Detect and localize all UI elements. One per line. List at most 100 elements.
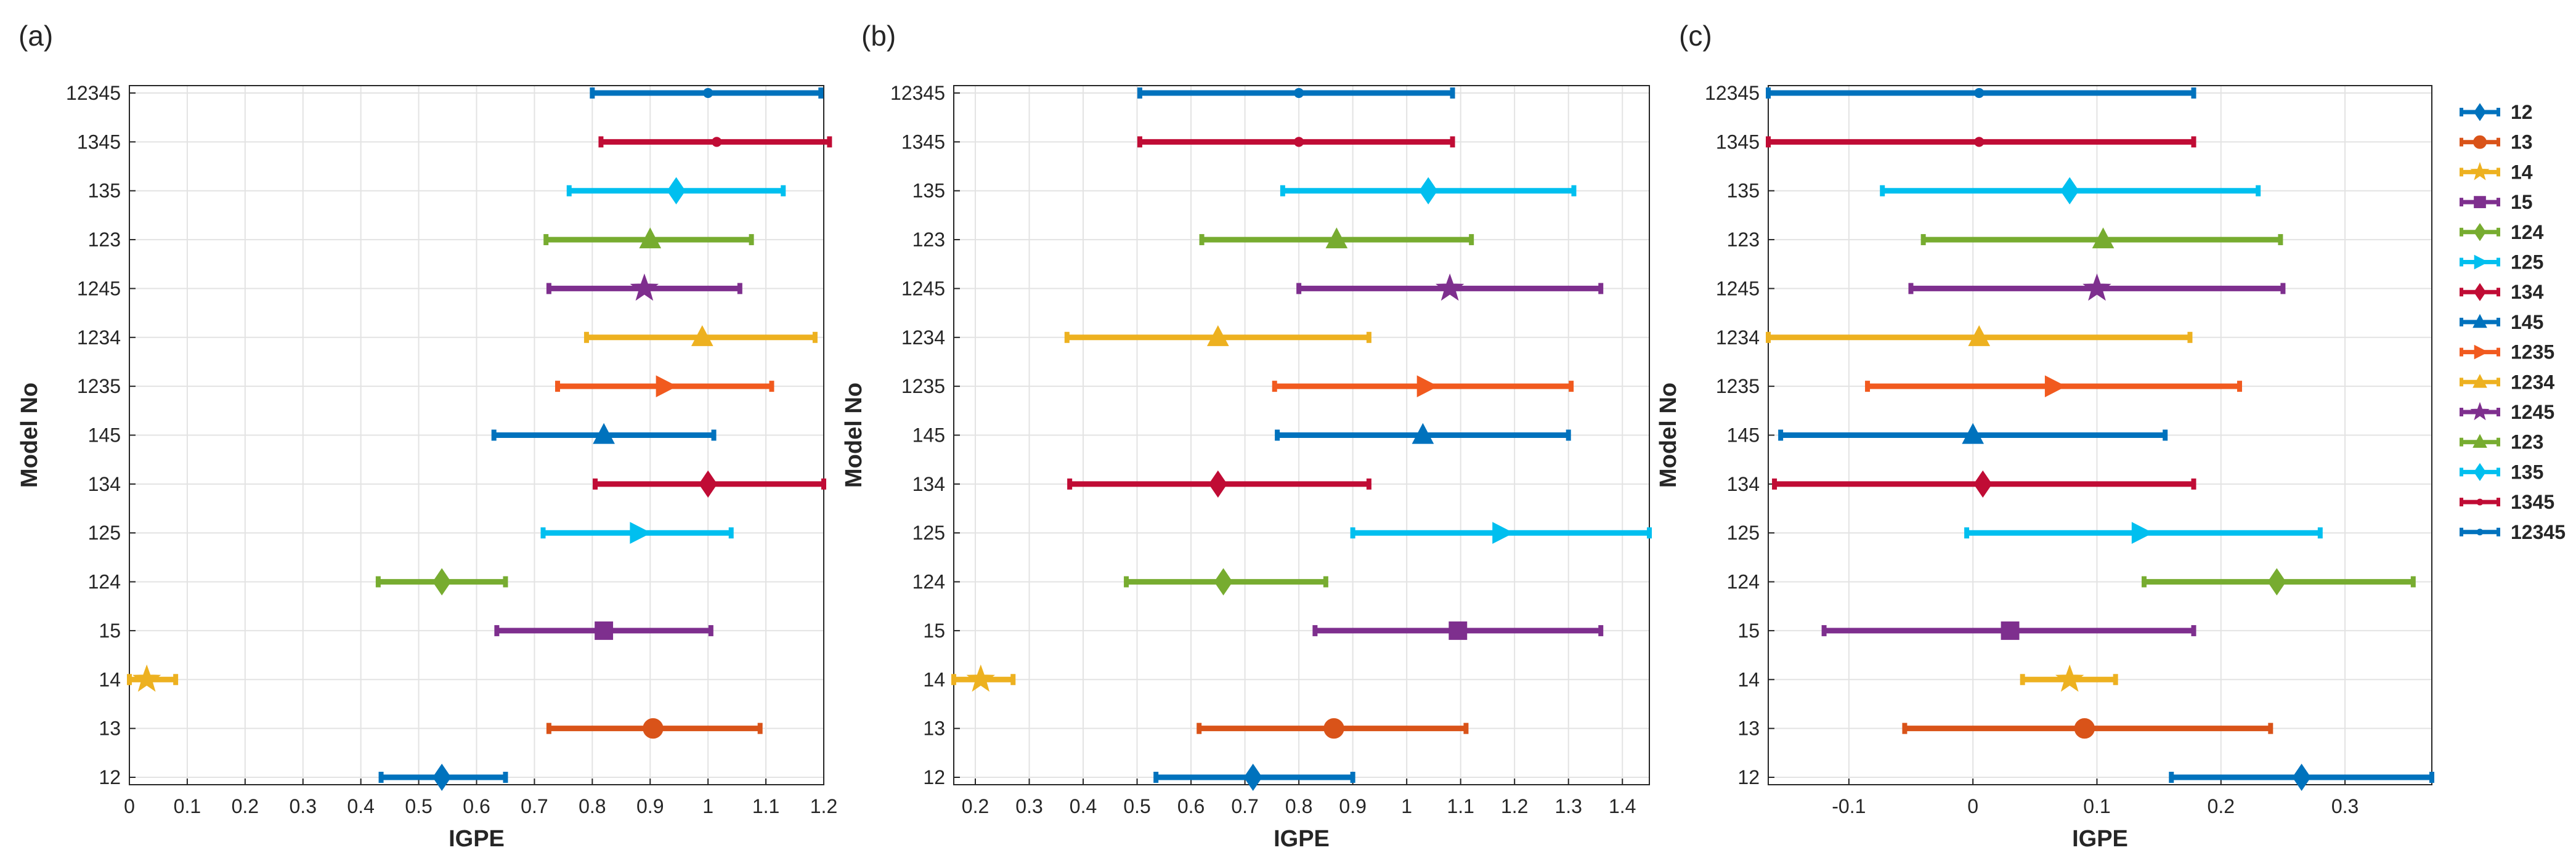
errorbar-marker	[2060, 177, 2079, 204]
errorbar-134	[593, 470, 826, 498]
y-tick-label: 125	[88, 522, 121, 544]
errorbar-134	[1772, 470, 2196, 498]
y-tick-label: 1234	[1716, 326, 1760, 349]
y-tick-label: 12	[923, 766, 945, 788]
errorbar-14	[2020, 664, 2118, 692]
legend-label: 125	[2511, 251, 2543, 273]
legend-label: 145	[2511, 311, 2543, 333]
errorbar-marker	[966, 664, 996, 692]
legend-item-15: 15	[2460, 191, 2533, 213]
chart-panel-1: 0 0.1 0.2 0.3 0.4 0.5 0.6 0.7 0.8 0.9 1 1.1 1.2 12 13 1…	[17, 20, 837, 852]
legend-label: 1345	[2511, 491, 2554, 513]
legend: 12 13 14 15 124 125 134 145 1235 1234 1245 123 135 13…	[2460, 101, 2566, 543]
y-tick-label: 124	[912, 571, 945, 593]
errorbar-marker	[1419, 177, 1438, 204]
errorbar-marker	[2292, 763, 2311, 791]
legend-item-12345: 12345	[2460, 521, 2566, 543]
legend-item-124: 124	[2460, 221, 2544, 243]
x-tick-label: 1.2	[1501, 795, 1528, 817]
y-tick-label: 1345	[901, 131, 945, 153]
x-tick-label: 0.5	[405, 795, 432, 817]
errorbar-15	[1312, 621, 1604, 640]
errorbar-marker	[593, 423, 615, 444]
errorbar-marker	[595, 621, 614, 640]
legend-item-145: 145	[2460, 311, 2543, 333]
y-tick-label: 134	[912, 473, 945, 495]
errorbar-marker	[1207, 325, 1229, 346]
x-tick-label: 0.6	[1177, 795, 1205, 817]
errorbar-marker	[667, 177, 686, 204]
errorbar-marker	[433, 763, 452, 791]
errorbar-1234	[1766, 325, 2193, 346]
errorbar-marker	[703, 87, 713, 99]
errorbar-marker	[1293, 137, 1304, 147]
y-tick-label: 1245	[77, 277, 121, 299]
x-tick-label: 0.4	[1070, 795, 1097, 817]
errorbar-marker	[1973, 470, 1993, 498]
errorbar-135	[566, 177, 786, 204]
errorbar-123	[1920, 227, 2283, 249]
y-tick-label: 1345	[1716, 131, 1760, 153]
y-tick-label: 1235	[77, 375, 121, 397]
legend-marker	[2474, 103, 2486, 121]
errorbar-marker	[1412, 423, 1434, 444]
errorbar-marker	[699, 470, 718, 498]
errorbar-marker	[1448, 621, 1468, 640]
x-tick-label: 1.4	[1609, 795, 1636, 817]
y-tick-label: 145	[1727, 424, 1760, 447]
errorbar-12345	[590, 87, 824, 99]
legend-marker	[2476, 528, 2484, 536]
legend-label: 13	[2511, 131, 2533, 153]
errorbar-134	[1067, 470, 1371, 498]
errorbar-124	[375, 568, 508, 596]
legend-label: 14	[2511, 161, 2533, 183]
errorbar-125	[1350, 522, 1652, 544]
errorbar-12	[378, 763, 508, 791]
y-tick-label: 14	[1737, 668, 1760, 690]
x-tick-label: 0.6	[463, 795, 490, 817]
y-tick-label: 135	[88, 180, 121, 202]
x-tick-label: 1	[702, 795, 713, 817]
legend-item-13: 13	[2460, 131, 2533, 153]
errorbar-1345	[1766, 136, 2196, 148]
y-axis-label: Model No	[841, 382, 867, 488]
y-tick-label: 12	[99, 766, 121, 788]
errorbar-124	[2141, 568, 2416, 596]
errorbar-12345	[1137, 87, 1455, 99]
errorbar-135	[1880, 177, 2261, 204]
x-tick-label: 0.3	[1015, 795, 1042, 817]
errorbar-125	[540, 522, 734, 544]
y-tick-label: 124	[88, 571, 121, 593]
x-tick-label: 1	[1401, 795, 1412, 817]
errorbar-marker	[2001, 621, 2020, 640]
legend-label: 12	[2511, 101, 2533, 123]
y-tick-label: 1235	[901, 375, 945, 397]
legend-marker	[2474, 196, 2486, 208]
errorbar-135	[1280, 177, 1577, 204]
legend-item-1234: 1234	[2460, 371, 2554, 393]
errorbar-marker	[433, 568, 452, 596]
errorbar-12	[2169, 763, 2434, 791]
errorbar-marker	[2092, 227, 2115, 249]
y-tick-label: 15	[99, 620, 121, 642]
legend-item-135: 135	[2460, 461, 2543, 483]
y-tick-label: 1235	[1716, 375, 1760, 397]
x-tick-label: 0.3	[2331, 795, 2359, 817]
errorbar-13	[546, 718, 763, 739]
errorbar-marker	[1974, 137, 1985, 147]
legend-marker	[2474, 283, 2486, 301]
y-axis-label: Model No	[17, 382, 43, 488]
y-tick-label: 12345	[1705, 82, 1760, 104]
x-tick-label: 0.2	[232, 795, 259, 817]
errorbar-1345	[1137, 136, 1455, 148]
errorbar-marker	[1416, 375, 1439, 397]
errorbar-marker	[2131, 522, 2153, 544]
errorbar-marker	[2074, 718, 2095, 739]
y-tick-label: 1234	[901, 326, 945, 349]
errorbar-1245	[1296, 273, 1604, 301]
y-tick-label: 125	[912, 522, 945, 544]
errorbar-145	[491, 423, 717, 444]
errorbar-marker	[2267, 568, 2286, 596]
errorbar-marker	[1243, 763, 1262, 791]
